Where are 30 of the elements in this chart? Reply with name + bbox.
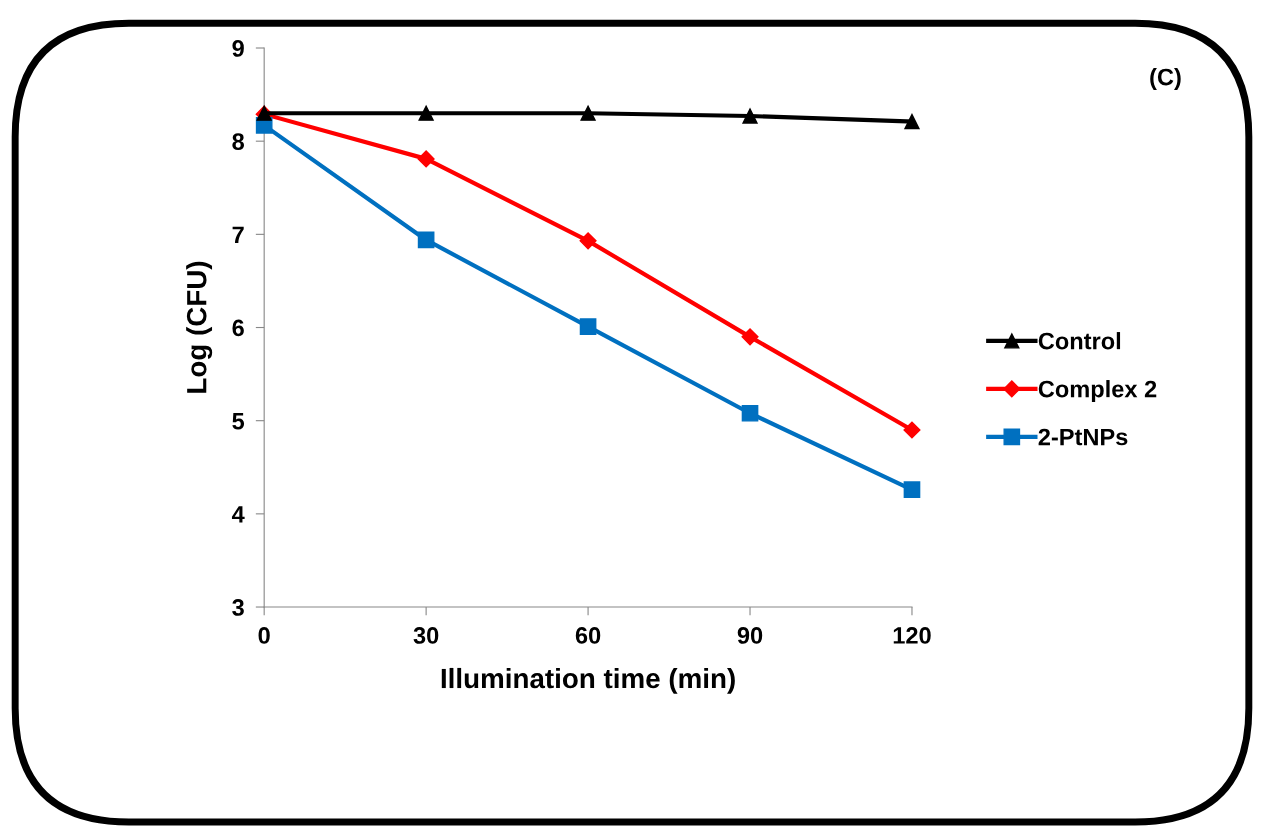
y-tick-label: 7 (232, 226, 244, 243)
point (742, 108, 758, 124)
y-tick-label: 9 (232, 40, 244, 57)
point (417, 150, 435, 168)
text: (C) (1150, 68, 1181, 91)
y-tick-label: 3 (232, 599, 244, 616)
point (741, 404, 759, 422)
point (904, 113, 920, 130)
y-tick-label: 4 (231, 506, 245, 523)
x-axis-title: Illumination time (min) (441, 667, 735, 694)
y-axis-title: Log (CFU) (186, 261, 213, 393)
legend-label: Control (1038, 332, 1121, 350)
point (418, 105, 434, 121)
legend-label: Complex 2 (1038, 380, 1157, 403)
point (579, 318, 597, 335)
x-tick-label: 90 (737, 627, 763, 644)
x-tick-label: 120 (893, 627, 931, 644)
point (741, 328, 759, 346)
point (903, 481, 921, 498)
x-tick-label: 60 (575, 627, 601, 644)
x-tick-label: 0 (258, 627, 270, 644)
point (417, 231, 435, 249)
point (580, 105, 596, 121)
point (579, 232, 597, 250)
y-tick-label: 8 (232, 133, 245, 150)
y-tick-label: 5 (232, 413, 245, 430)
y-tick-label: 6 (232, 319, 244, 337)
point (903, 421, 921, 439)
x-tick-label: 30 (413, 627, 439, 644)
legend-label: 2-PtNPs (1038, 428, 1128, 446)
